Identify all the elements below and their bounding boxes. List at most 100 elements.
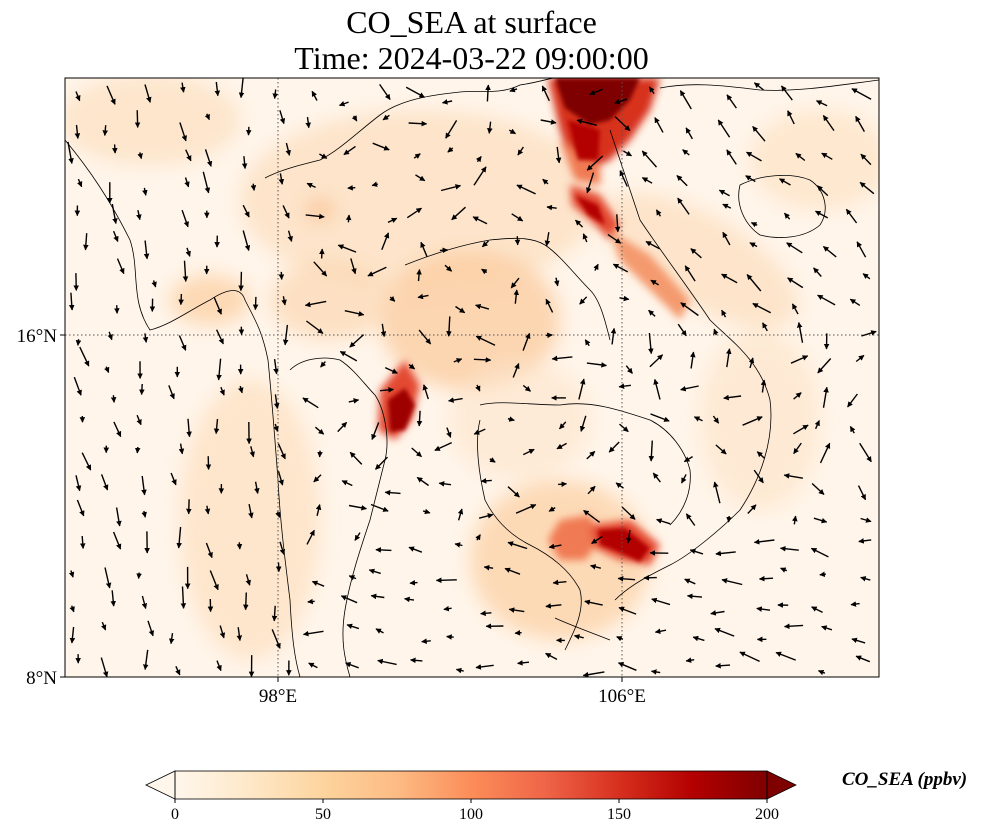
wind-arrow	[591, 535, 603, 545]
wind-arrow	[305, 320, 324, 334]
wind-arrow	[451, 206, 466, 221]
wind-arrow	[178, 443, 185, 455]
wind-arrow	[446, 316, 452, 337]
lat-axis: 16°N 8°N	[17, 326, 65, 689]
wind-arrow	[610, 327, 617, 345]
wind-arrow	[214, 81, 221, 97]
wind-arrow	[654, 628, 667, 635]
wind-arrow	[779, 545, 799, 552]
wind-arrow	[607, 234, 622, 244]
wind-arrow	[219, 625, 226, 639]
wind-arrow	[371, 181, 379, 187]
wind-arrow	[354, 532, 361, 541]
wind-arrow	[273, 394, 280, 409]
wind-arrow	[134, 110, 141, 128]
wind-arrow	[440, 184, 462, 192]
wind-arrow	[783, 212, 791, 220]
wind-arrow	[112, 531, 122, 550]
wind-arrow	[676, 175, 688, 187]
lon-axis: 98°E 106°E	[259, 677, 646, 707]
wind-arrow	[641, 150, 658, 168]
wind-arrow	[178, 335, 187, 351]
wind-arrow	[343, 145, 356, 156]
wind-arrow	[758, 575, 774, 582]
wind-arrow	[249, 446, 255, 458]
wind-arrow	[586, 172, 595, 194]
wind-arrow	[304, 300, 327, 308]
wind-arrow	[851, 88, 872, 100]
map-frame	[64, 77, 880, 678]
wind-arrow	[753, 82, 765, 91]
wind-arrow	[136, 572, 142, 580]
wind-arrow	[786, 242, 803, 254]
wind-arrow	[102, 125, 109, 136]
wind-arrow	[761, 322, 768, 332]
wind-arrow	[686, 593, 703, 600]
wind-arrow	[590, 564, 601, 570]
wind-arrow	[819, 571, 826, 578]
wind-arrow	[621, 506, 636, 520]
wind-arrow	[722, 231, 731, 246]
wind-arrow	[684, 578, 696, 585]
wind-arrow	[726, 516, 732, 523]
wind-arrow	[473, 428, 486, 435]
wind-vectors	[67, 78, 877, 677]
wind-arrow	[817, 669, 826, 676]
wind-arrow	[421, 638, 431, 644]
wind-arrow	[81, 452, 92, 471]
wind-arrow	[141, 595, 148, 610]
wind-arrow	[418, 329, 432, 345]
wind-arrow	[623, 150, 632, 157]
wind-arrow	[213, 296, 222, 315]
wind-arrow	[810, 547, 829, 558]
wind-arrow	[654, 117, 664, 133]
wind-arrow	[242, 230, 251, 252]
wind-arrow	[420, 241, 428, 257]
wind-arrow	[243, 592, 249, 611]
wind-arrow	[380, 323, 387, 338]
wind-arrow	[238, 271, 244, 292]
wind-arrow	[619, 423, 629, 433]
wind-arrow	[142, 649, 149, 671]
wind-arrow	[213, 418, 220, 435]
wind-arrow	[375, 628, 384, 634]
wind-arrow	[180, 82, 186, 93]
wind-arrow	[787, 110, 795, 125]
wind-arrow	[457, 508, 464, 521]
wind-arrow	[350, 258, 357, 275]
wind-arrow	[816, 185, 829, 197]
wind-arrow	[381, 232, 390, 250]
wind-arrow	[515, 504, 537, 514]
wind-arrow	[238, 78, 245, 99]
wind-arrow	[713, 328, 719, 336]
wind-arrow	[313, 474, 322, 483]
wind-arrow	[512, 362, 520, 378]
wind-arrow	[649, 354, 664, 368]
wind-arrow	[344, 310, 365, 317]
wind-arrow	[110, 395, 117, 403]
wind-arrow	[682, 149, 690, 156]
wind-arrow	[548, 543, 562, 550]
wind-arrow	[511, 213, 524, 222]
wind-arrow	[481, 240, 489, 248]
wind-arrow	[860, 153, 872, 166]
colorbar-title: CO_SEA (ppbv)	[842, 769, 968, 790]
wind-arrow	[106, 85, 116, 105]
wind-arrow	[447, 146, 454, 153]
wind-arrow	[510, 277, 520, 289]
wind-arrow	[507, 486, 520, 498]
wind-arrow	[645, 240, 661, 250]
wind-arrow	[341, 480, 353, 487]
wind-arrow	[136, 414, 142, 426]
wind-arrow	[689, 351, 696, 369]
wind-arrow	[308, 662, 318, 669]
wind-arrow	[847, 393, 858, 408]
wind-arrow	[692, 635, 705, 642]
wind-arrow	[861, 330, 877, 337]
wind-arrow	[367, 266, 387, 277]
wind-arrow	[712, 415, 720, 424]
wind-arrow	[305, 117, 311, 129]
wind-arrow	[650, 279, 659, 286]
wind-arrow	[685, 127, 694, 140]
wind-arrow	[542, 178, 549, 185]
